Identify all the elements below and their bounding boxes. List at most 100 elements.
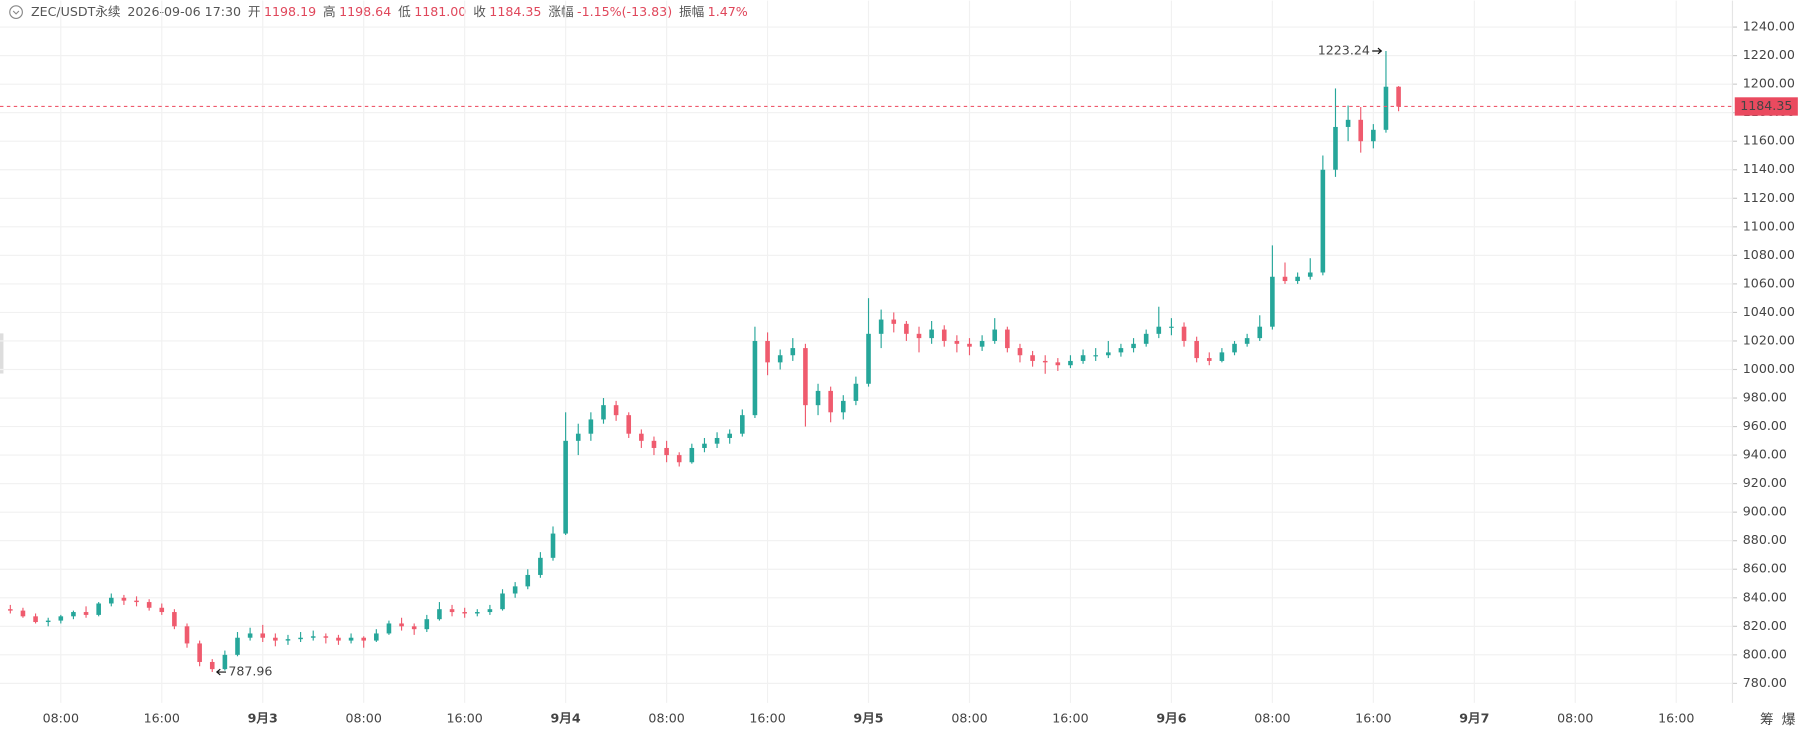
x-tick-label: 9月3: [248, 710, 278, 725]
y-tick-label: 1060.00: [1743, 275, 1795, 290]
candle-body: [96, 603, 101, 615]
candle-body: [853, 383, 859, 401]
collapse-icon[interactable]: [9, 5, 23, 20]
candle-body: [462, 612, 467, 614]
field-value: 1198.19: [264, 4, 316, 19]
candle-body: [134, 600, 139, 603]
candle-body: [1005, 329, 1010, 349]
candle-body: [1282, 276, 1288, 282]
candle-body: [1270, 276, 1275, 327]
x-tick-label: 16:00: [1658, 710, 1694, 725]
y-tick-label: 1120.00: [1743, 190, 1795, 205]
y-tick-label: 1080.00: [1743, 247, 1795, 262]
candle-body: [449, 609, 455, 613]
candle-body: [916, 333, 922, 339]
x-tick-label: 08:00: [346, 710, 382, 725]
candle-body: [411, 626, 417, 630]
candle-body: [474, 612, 480, 614]
candle-body: [1131, 343, 1136, 349]
candle-body: [588, 419, 594, 434]
candle-body: [979, 340, 985, 347]
field-label: 高: [323, 4, 336, 19]
candle-body: [108, 597, 114, 604]
y-tick-label: 840.00: [1743, 589, 1787, 604]
ohlc-header: ZEC/USDT永续 2026-09-06 17:30 开 1198.19 高 1198.…: [31, 4, 748, 19]
side-handle[interactable]: [0, 333, 4, 374]
candle-body: [247, 633, 253, 638]
liquidation-button[interactable]: 爆: [1782, 712, 1796, 728]
candle-body: [437, 609, 442, 620]
candle-body: [285, 639, 291, 641]
low-label: 787.96: [228, 664, 272, 679]
candle-body: [20, 610, 26, 617]
candle-body: [1320, 169, 1326, 273]
candle-body: [740, 415, 745, 434]
candle-body: [967, 343, 972, 347]
candle-body: [1156, 326, 1162, 334]
field-label: 低: [398, 4, 411, 19]
candle-body: [1143, 333, 1149, 344]
candle-body: [702, 443, 707, 448]
y-tick-label: 1040.00: [1743, 304, 1795, 319]
candle-body: [752, 340, 758, 416]
candle-body: [1042, 360, 1048, 363]
x-tick-label: 9月5: [853, 710, 883, 725]
candle-body: [1307, 272, 1313, 277]
y-tick-label: 1160.00: [1743, 133, 1795, 148]
candle-body: [714, 437, 720, 444]
candle-body: [563, 440, 568, 534]
candle-body: [1080, 355, 1086, 361]
x-tick-label: 9月4: [551, 710, 581, 725]
candle-body: [954, 340, 960, 344]
candle-body: [33, 616, 38, 623]
candle-body: [626, 415, 632, 434]
candle-body: [664, 447, 669, 456]
candle-body: [689, 447, 695, 463]
field-label: 开: [248, 4, 261, 19]
x-tick-label: 08:00: [648, 710, 684, 725]
candle-body: [538, 557, 543, 575]
candle-body: [146, 602, 152, 608]
candle-body: [121, 597, 127, 601]
y-tick-label: 940.00: [1743, 447, 1787, 462]
candle-body: [45, 620, 51, 623]
y-tick-label: 820.00: [1743, 618, 1787, 633]
y-tick-label: 1140.00: [1743, 161, 1795, 176]
candle-body: [941, 329, 947, 341]
candle-body: [891, 319, 897, 324]
last-price-box: [1734, 97, 1798, 116]
x-tick-label: 9月7: [1459, 710, 1489, 725]
candle-body: [487, 609, 493, 613]
field-label: 振幅: [679, 4, 704, 19]
x-tick-label: 16:00: [144, 710, 180, 725]
candle-body: [1181, 326, 1187, 341]
high-arrow: [1372, 47, 1383, 55]
candle-body: [1383, 86, 1389, 130]
candle-body: [866, 333, 871, 384]
candle-body: [8, 609, 13, 611]
candle-body: [1169, 326, 1174, 328]
candle-body: [197, 643, 202, 662]
candle-body: [1093, 355, 1098, 357]
candle-body: [613, 405, 619, 416]
field-value: 1.47%: [708, 4, 748, 19]
candle-body: [651, 440, 657, 448]
x-tick-label: 08:00: [1254, 710, 1290, 725]
candle-body: [361, 637, 366, 641]
x-tick-label: 08:00: [43, 710, 79, 725]
candle-body: [790, 348, 796, 356]
x-tick-label: 16:00: [446, 710, 482, 725]
candle-body: [323, 636, 329, 638]
candle-body: [525, 574, 531, 587]
chip-button[interactable]: 筹: [1760, 711, 1774, 728]
candle-body: [172, 612, 177, 627]
candle-body: [639, 433, 644, 441]
candle-body: [1219, 352, 1225, 361]
candle-body: [235, 637, 240, 655]
candle-body: [500, 593, 505, 610]
candle-body: [348, 637, 354, 641]
time: 2026-09-06 17:30: [127, 4, 241, 19]
y-tick-label: 1020.00: [1743, 332, 1795, 347]
x-tick-label: 16:00: [1355, 710, 1391, 725]
candle-body: [992, 329, 998, 341]
